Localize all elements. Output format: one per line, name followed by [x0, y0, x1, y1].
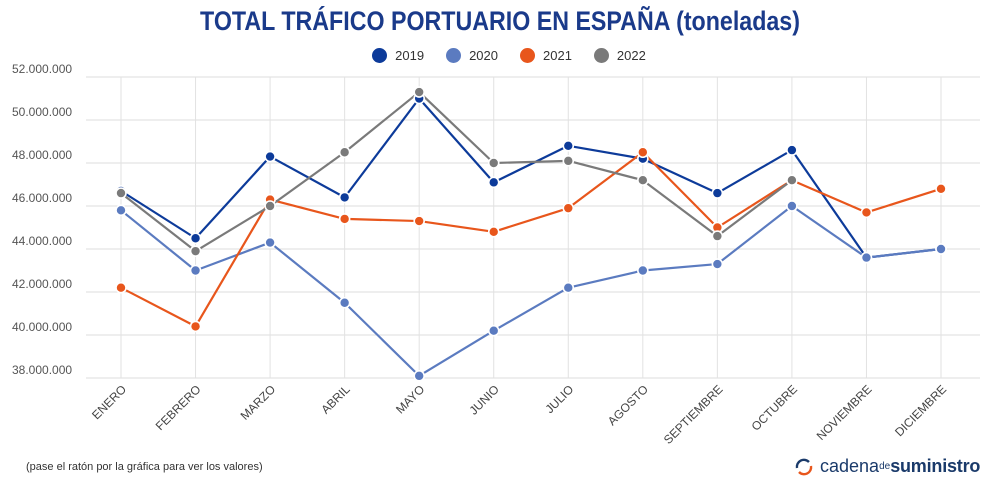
legend-label-2020: 2020: [469, 48, 498, 63]
series-line-2019: [120, 97, 942, 259]
data-point-2020[interactable]: [115, 204, 127, 217]
y-tick-label: 40.000.000: [12, 320, 72, 334]
data-point-2022[interactable]: [487, 157, 500, 169]
legend-marker-2022: [593, 48, 609, 63]
data-point-2022[interactable]: [562, 155, 575, 167]
y-tick-label: 48.000.000: [12, 148, 72, 162]
legend-marker-2020: [446, 48, 462, 63]
x-tick-label: AGOSTO: [605, 382, 651, 428]
brand-logo: cadena de suministro: [794, 456, 980, 477]
series-line-2022: [120, 90, 793, 253]
legend-item-2022[interactable]: 2022: [593, 48, 646, 63]
data-point-2022[interactable]: [413, 86, 425, 98]
x-tick-label: FEBRERO: [153, 382, 204, 433]
data-point-2020[interactable]: [487, 324, 500, 337]
data-point-2022[interactable]: [189, 245, 202, 257]
x-tick-label: NOVIEMBRE: [814, 382, 875, 443]
data-point-2021[interactable]: [562, 202, 575, 214]
data-point-2021[interactable]: [338, 213, 351, 225]
data-point-2019[interactable]: [189, 232, 202, 245]
chart-legend: 2019 2020 2021 2022: [0, 48, 1000, 63]
y-tick-label: 44.000.000: [12, 234, 72, 248]
data-point-2020[interactable]: [562, 281, 575, 294]
data-point-2021[interactable]: [413, 215, 425, 227]
series-line-2021: [120, 151, 942, 328]
data-point-2021[interactable]: [115, 281, 127, 294]
hover-hint-note: (pase el ratón por la gráfica para ver l…: [26, 461, 263, 473]
data-point-2020[interactable]: [264, 236, 276, 249]
legend-item-2020[interactable]: 2020: [446, 48, 498, 63]
x-tick-label: OCTUBRE: [749, 382, 800, 433]
x-tick-label: ABRIL: [318, 382, 353, 417]
brand-swirl-icon: [795, 458, 813, 475]
x-tick-label: JUNIO: [466, 382, 501, 417]
brand-name-part2: de: [879, 461, 891, 472]
series-line-2020: [120, 204, 942, 377]
data-point-2019[interactable]: [711, 187, 724, 199]
legend-item-2021[interactable]: 2021: [520, 48, 572, 63]
x-tick-label: MAYO: [393, 382, 427, 416]
data-point-2020[interactable]: [711, 258, 724, 270]
y-tick-label: 46.000.000: [12, 191, 72, 205]
data-point-2022[interactable]: [264, 200, 276, 212]
data-point-2021[interactable]: [860, 206, 873, 219]
data-point-2022[interactable]: [115, 187, 127, 199]
legend-label-2022: 2022: [616, 48, 646, 63]
data-point-2021[interactable]: [189, 320, 202, 333]
data-point-2019[interactable]: [562, 140, 575, 152]
data-point-2022[interactable]: [338, 146, 351, 159]
data-point-2022[interactable]: [637, 174, 649, 186]
data-point-2020[interactable]: [637, 264, 649, 277]
x-tick-label: ENERO: [89, 382, 129, 422]
x-tick-label: DICIEMBRE: [892, 382, 949, 439]
data-point-2019[interactable]: [487, 176, 500, 189]
legend-item-2019[interactable]: 2019: [372, 48, 424, 63]
data-point-2020[interactable]: [786, 200, 798, 212]
data-point-2022[interactable]: [786, 174, 798, 186]
y-tick-label: 38.000.000: [12, 363, 72, 377]
data-point-2019[interactable]: [338, 191, 351, 204]
chart-title: TOTAL TRÁFICO PORTUARIO EN ESPAÑA (tonel…: [200, 6, 800, 36]
data-point-2022[interactable]: [711, 230, 724, 242]
y-tick-label: 50.000.000: [12, 105, 72, 119]
data-point-2020[interactable]: [935, 243, 947, 255]
brand-name-part1: cadena: [820, 456, 880, 476]
x-tick-label: JULIO: [542, 382, 576, 416]
data-point-2020[interactable]: [189, 264, 202, 277]
data-point-2021[interactable]: [637, 146, 649, 159]
data-point-2020[interactable]: [860, 251, 873, 264]
legend-label-2019: 2019: [395, 48, 425, 63]
legend-marker-2021: [520, 48, 535, 63]
data-point-2021[interactable]: [935, 183, 947, 195]
legend-marker-2019: [372, 48, 388, 63]
legend-label-2021: 2021: [543, 48, 572, 63]
x-tick-label: SEPTIEMBRE: [661, 382, 726, 447]
y-tick-label: 52.000.000: [12, 62, 72, 76]
data-point-2020[interactable]: [338, 296, 351, 309]
data-point-2019[interactable]: [786, 144, 798, 156]
data-point-2019[interactable]: [264, 150, 276, 163]
y-tick-label: 42.000.000: [12, 277, 72, 291]
x-tick-label: MARZO: [238, 382, 279, 423]
data-point-2021[interactable]: [487, 226, 500, 238]
data-point-2020[interactable]: [413, 370, 425, 382]
brand-name-part3: suministro: [890, 456, 981, 476]
